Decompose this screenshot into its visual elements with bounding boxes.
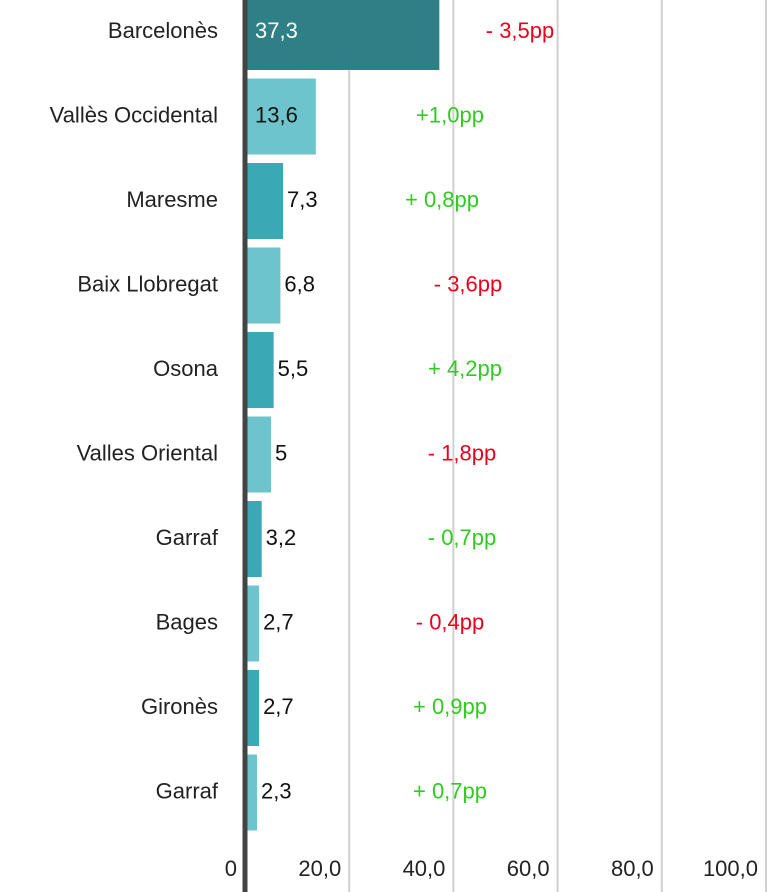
change-annotation: - 3,6pp — [434, 271, 503, 296]
category-label: Barcelonès — [108, 18, 218, 43]
value-label: 5 — [275, 440, 287, 465]
category-label: Gironès — [141, 694, 218, 719]
category-label: Maresme — [126, 187, 218, 212]
value-label: 2,3 — [261, 778, 292, 803]
category-label: Valles Oriental — [77, 440, 218, 465]
x-tick-label: 80,0 — [611, 856, 654, 881]
x-tick-label: 60,0 — [507, 856, 550, 881]
value-label: 5,5 — [278, 356, 309, 381]
category-label: Baix Llobregat — [77, 271, 218, 296]
bar — [245, 78, 316, 155]
bar — [245, 754, 257, 831]
change-annotation: + 0,9pp — [413, 694, 487, 719]
change-annotation: + 0,8pp — [405, 187, 479, 212]
x-tick-label: 40,0 — [403, 856, 446, 881]
bar — [245, 332, 274, 408]
value-label: 13,6 — [255, 102, 298, 127]
change-annotation: +1,0pp — [416, 102, 484, 127]
change-annotation: + 4,2pp — [428, 356, 502, 381]
bar — [245, 0, 440, 70]
category-label: Bages — [156, 609, 218, 634]
bar — [245, 247, 281, 324]
x-tick-label: 0 — [225, 856, 237, 881]
category-label: Osona — [153, 356, 219, 381]
value-label: 2,7 — [263, 609, 294, 634]
change-annotation: - 1,8pp — [428, 440, 497, 465]
change-annotation: + 0,7pp — [413, 778, 487, 803]
category-label: Garraf — [156, 778, 219, 803]
change-annotation: - 0,7pp — [428, 525, 497, 550]
bar — [245, 163, 284, 239]
value-label: 7,3 — [287, 187, 318, 212]
category-label: Vallès Occidental — [50, 102, 218, 127]
value-label: 3,2 — [266, 525, 297, 550]
value-label: 2,7 — [263, 694, 294, 719]
x-tick-label: 20,0 — [298, 856, 341, 881]
x-tick-label: 100,0 — [703, 856, 758, 881]
category-label: Garraf — [156, 525, 219, 550]
bar — [245, 501, 262, 577]
change-annotation: - 0,4pp — [416, 609, 485, 634]
value-label: 6,8 — [284, 271, 315, 296]
bar — [245, 416, 272, 493]
bar — [245, 585, 260, 662]
value-label: 37,3 — [255, 18, 298, 43]
bar — [245, 670, 260, 746]
change-annotation: - 3,5pp — [486, 18, 555, 43]
